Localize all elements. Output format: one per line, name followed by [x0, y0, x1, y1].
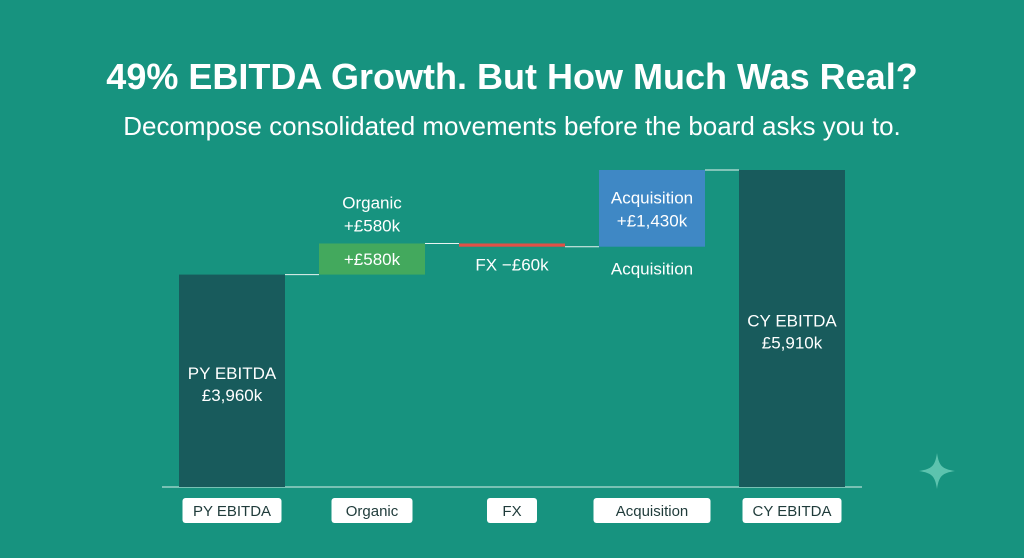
tick-label-fx: FX [502, 503, 521, 520]
bar-label-fx-below: FX −£60k [475, 256, 549, 275]
tick-label-bg-cy-ebitda [742, 498, 842, 523]
bar-py-ebitda [179, 274, 285, 487]
bar-label-acquisition-value: +£1,430k [617, 211, 688, 230]
bar-acquisition [599, 170, 705, 247]
bar-label-acquisition-name: Acquisition [611, 188, 693, 207]
tick-label-cy-ebitda: CY EBITDA [753, 503, 832, 520]
tick-label-bg-fx [487, 498, 537, 523]
bar-organic [319, 243, 425, 275]
bar-label-organic-above-name: Organic [342, 193, 402, 212]
bar-label-cy-ebitda-value: £5,910k [762, 334, 823, 353]
tick-label-bg-acquisition [593, 498, 711, 523]
page-subtitle: Decompose consolidated movements before … [123, 111, 901, 141]
bar-label-acquisition-below: Acquisition [611, 260, 693, 279]
bar-cy-ebitda [739, 170, 845, 487]
tick-label-py-ebitda: PY EBITDA [193, 503, 271, 520]
sparkle-icon [919, 453, 955, 489]
tick-label-acquisition: Acquisition [616, 503, 689, 520]
tick-label-bg-organic [331, 498, 413, 523]
bar-label-organic-inner: +£580k [344, 250, 401, 269]
tick-label-bg-py-ebitda [182, 498, 282, 523]
bar-fx [459, 243, 565, 247]
bar-label-py-ebitda-name: PY EBITDA [188, 364, 277, 383]
bar-label-py-ebitda-value: £3,960k [202, 386, 263, 405]
bar-label-cy-ebitda-name: CY EBITDA [747, 312, 837, 331]
page-title: 49% EBITDA Growth. But How Much Was Real… [106, 56, 918, 97]
tick-label-organic: Organic [346, 503, 399, 520]
bar-label-organic-above-value: +£580k [344, 216, 401, 235]
